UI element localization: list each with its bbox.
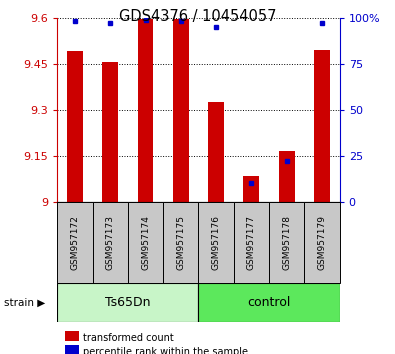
Text: GDS4376 / 10454057: GDS4376 / 10454057 [119, 9, 276, 24]
Text: Ts65Dn: Ts65Dn [105, 296, 150, 309]
Bar [314, 50, 330, 202]
Bar [208, 102, 224, 202]
Text: strain ▶: strain ▶ [4, 298, 45, 308]
Bar [163, 202, 198, 283]
Bar [279, 151, 295, 202]
Bar [128, 202, 163, 283]
Text: GSM957175: GSM957175 [176, 215, 185, 270]
Bar [234, 202, 269, 283]
Bar [173, 19, 189, 202]
Bar [199, 283, 340, 322]
Bar [57, 283, 199, 322]
Text: GSM957172: GSM957172 [70, 215, 79, 270]
Text: GSM957177: GSM957177 [247, 215, 256, 270]
Text: GSM957176: GSM957176 [212, 215, 221, 270]
Bar [243, 176, 260, 202]
Bar [92, 202, 128, 283]
Text: control: control [247, 296, 291, 309]
Text: percentile rank within the sample: percentile rank within the sample [83, 347, 248, 354]
Bar [269, 202, 305, 283]
Text: GSM957178: GSM957178 [282, 215, 291, 270]
Bar [199, 202, 234, 283]
Text: GSM957179: GSM957179 [318, 215, 327, 270]
Text: GSM957174: GSM957174 [141, 215, 150, 270]
Text: transformed count: transformed count [83, 333, 174, 343]
Bar [102, 62, 118, 202]
Text: GSM957173: GSM957173 [106, 215, 115, 270]
Bar [137, 19, 154, 202]
Bar [67, 51, 83, 202]
Bar [305, 202, 340, 283]
Bar [57, 202, 92, 283]
